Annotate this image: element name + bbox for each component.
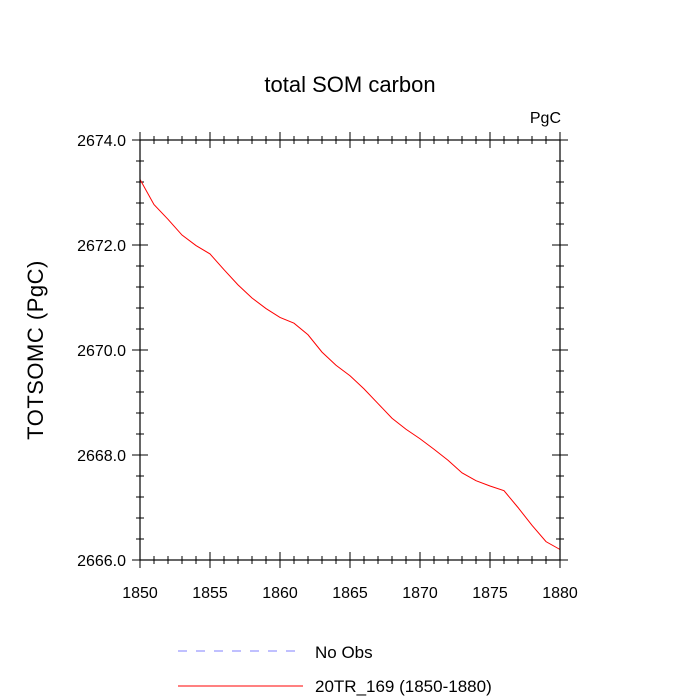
y-axis-label: TOTSOMC (PgC) [23,260,48,440]
y-tick-label: 2666.0 [77,553,126,570]
series-layer [139,179,561,550]
legend-label-no-obs: No Obs [315,643,373,662]
x-tick-label: 1860 [262,585,298,602]
x-tick-label: 1870 [402,585,438,602]
y-tick-label: 2674.0 [77,133,126,150]
y-tick-label: 2668.0 [77,448,126,465]
x-tick-label: 1865 [332,585,368,602]
chart-title: total SOM carbon [264,72,435,97]
x-tick-label: 1855 [192,585,228,602]
x-tick-label: 1850 [122,585,158,602]
series-line [139,179,561,550]
legend-label-20tr: 20TR_169 (1850-1880) [315,677,492,696]
y-tick-label: 2670.0 [77,343,126,360]
x-tick-label: 1880 [542,585,578,602]
y-tick-label: 2672.0 [77,238,126,255]
legend: No Obs 20TR_169 (1850-1880) [178,643,492,696]
plot-frame [139,139,561,561]
x-tick-label: 1875 [472,585,508,602]
ticks-layer: 1850 1855 1860 1865 1870 1875 1880 2666.0 2668.0… [77,132,578,602]
units-label: PgC [530,110,561,127]
